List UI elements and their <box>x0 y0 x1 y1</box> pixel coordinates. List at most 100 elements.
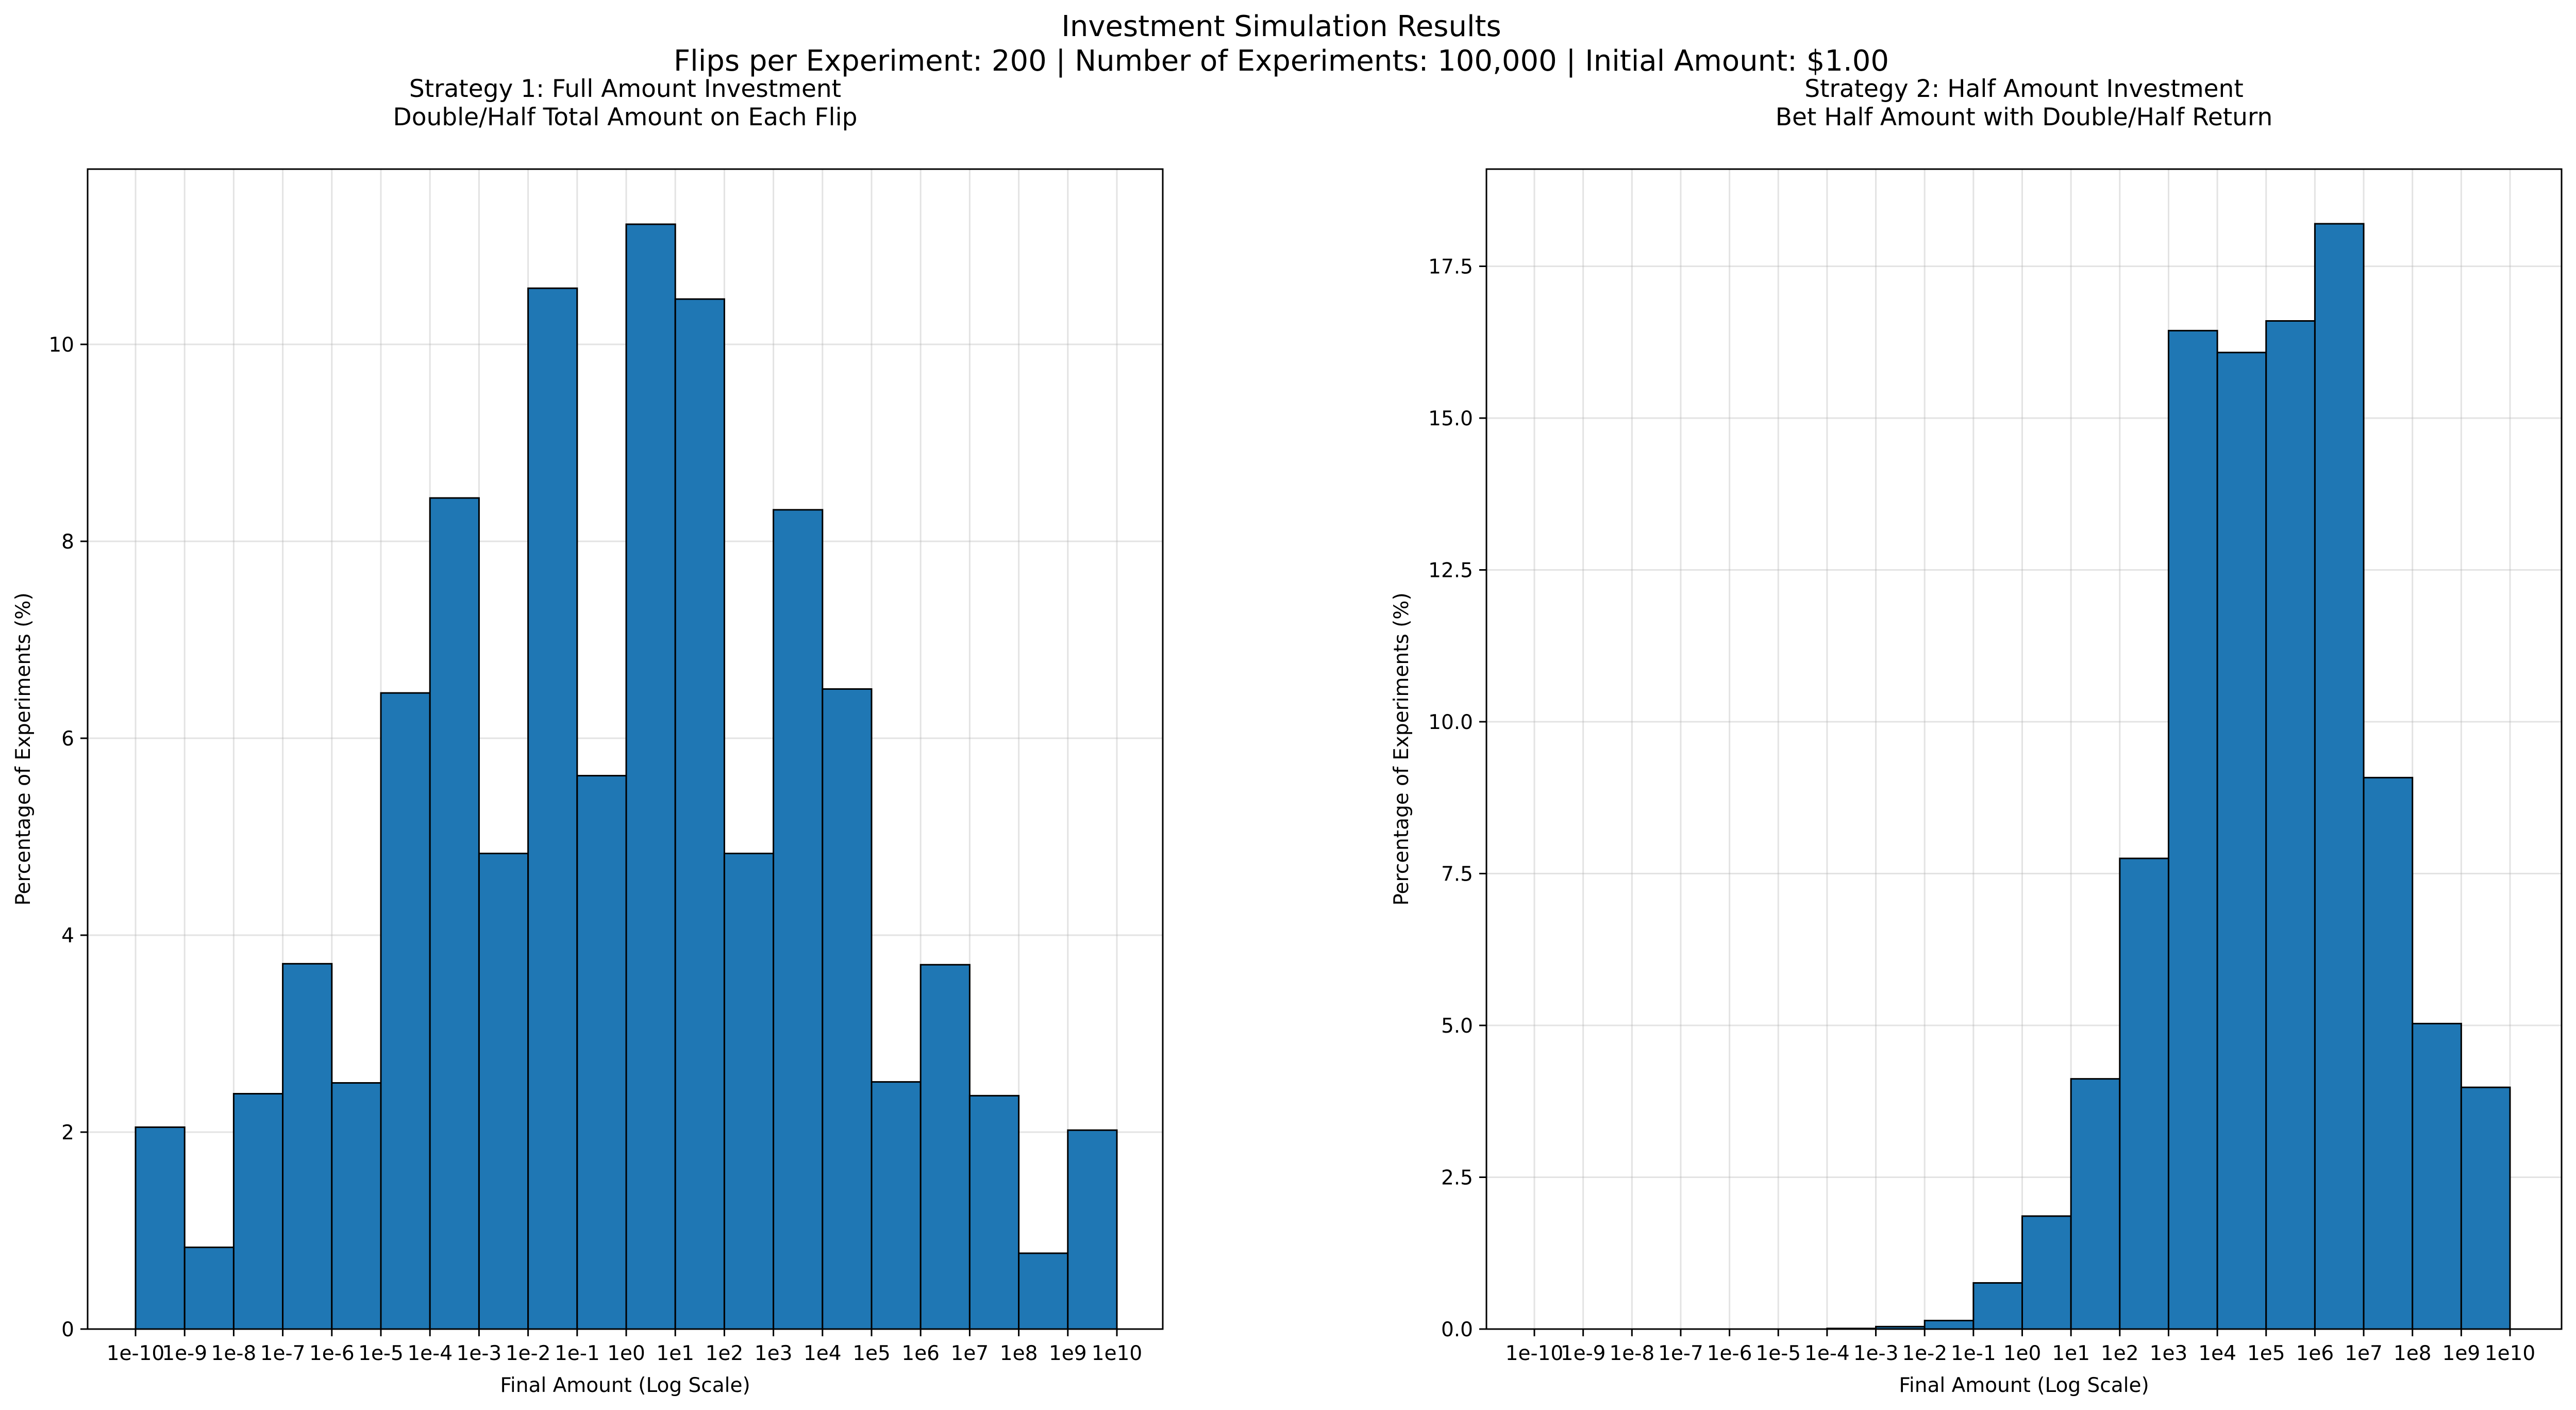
strategy1-plot-frame <box>87 168 1164 1330</box>
strategy2-x-tick-label: 1e1 <box>2052 1342 2090 1365</box>
strategy2-y-tick-label: 12.5 <box>1428 559 1473 582</box>
strategy1-bar <box>1067 1129 1118 1330</box>
strategy1-bar <box>183 1246 235 1330</box>
strategy2-axes: Strategy 2: Half Amount Investment Bet H… <box>1390 75 2563 1397</box>
strategy2-x-tick-label: 1e-10 <box>1506 1342 1564 1365</box>
strategy1-y-tick-label: 8 <box>61 530 74 554</box>
strategy1-x-tick-label: 1e2 <box>706 1342 744 1365</box>
strategy2-bar <box>2070 1078 2121 1330</box>
strategy2-bar <box>1972 1282 2023 1330</box>
strategy2-bar <box>1923 1320 1975 1330</box>
strategy1-bar <box>919 964 971 1330</box>
strategy1-bar <box>773 509 824 1330</box>
strategy2-plot-frame <box>1485 168 2563 1330</box>
strategy2-x-tick-label: 1e-9 <box>1561 1342 1606 1365</box>
strategy1-x-tick-label: 1e3 <box>755 1342 793 1365</box>
strategy2-x-tick-label: 1e8 <box>2394 1342 2432 1365</box>
strategy1-y-tick-label: 6 <box>61 727 74 751</box>
strategy1-bar <box>527 287 578 1330</box>
strategy2-x-tick-label: 1e6 <box>2296 1342 2334 1365</box>
strategy2-bar <box>2167 329 2218 1330</box>
strategy2-bar <box>2216 352 2267 1330</box>
strategy1-x-tick-label: 1e6 <box>901 1342 940 1365</box>
strategy1-bar <box>723 852 775 1330</box>
strategy2-bar <box>2412 1022 2462 1330</box>
strategy1-x-tick-label: 1e-2 <box>506 1342 551 1365</box>
strategy1-bar <box>282 963 333 1330</box>
strategy2-title-line1: Strategy 2: Half Amount Investment <box>1804 75 2244 103</box>
strategy1-x-tick-label: 1e-9 <box>162 1342 207 1365</box>
strategy2-x-tick-label: 1e-3 <box>1853 1342 1899 1365</box>
strategy2-y-axis-label: Percentage of Experiments (%) <box>1390 592 1413 905</box>
strategy1-x-tick-label: 1e8 <box>1000 1342 1038 1365</box>
strategy1-bar <box>478 852 529 1330</box>
strategy2-x-tick-label: 1e4 <box>2198 1342 2236 1365</box>
strategy2-bar <box>2314 223 2365 1330</box>
strategy1-x-tick-label: 1e1 <box>656 1342 694 1365</box>
strategy1-x-tick-label: 1e0 <box>607 1342 645 1365</box>
strategy1-axes: Strategy 1: Full Amount Investment Doubl… <box>12 75 1164 1397</box>
strategy2-bar <box>2363 776 2414 1330</box>
strategy1-bar <box>968 1094 1020 1330</box>
strategy1-x-tick-label: 1e-10 <box>107 1342 165 1365</box>
strategy1-x-tick-label: 1e4 <box>804 1342 842 1365</box>
strategy1-x-tick-label: 1e7 <box>951 1342 989 1365</box>
strategy2-x-axis-label: Final Amount (Log Scale) <box>1899 1374 2149 1397</box>
strategy2-x-tick-label: 1e10 <box>2485 1342 2535 1365</box>
strategy1-bar <box>232 1093 284 1330</box>
strategy2-y-tick-label: 15.0 <box>1428 407 1473 430</box>
strategy1-bar <box>822 688 873 1330</box>
strategy1-x-axis-label: Final Amount (Log Scale) <box>500 1374 750 1397</box>
strategy1-x-tick-label: 1e-6 <box>309 1342 355 1365</box>
strategy1-bar <box>625 223 676 1330</box>
strategy1-bar <box>1018 1252 1069 1330</box>
strategy1-x-tick-label: 1e-1 <box>555 1342 600 1365</box>
strategy2-x-tick-label: 1e-2 <box>1902 1342 1947 1365</box>
strategy1-bar <box>674 298 725 1330</box>
strategy1-bar <box>331 1082 382 1330</box>
strategy2-y-tick-label: 5.0 <box>1441 1015 1473 1038</box>
strategy1-bar <box>135 1126 186 1330</box>
strategy1-x-tick-label: 1e5 <box>852 1342 891 1365</box>
strategy1-bar <box>576 775 627 1330</box>
strategy1-y-tick-label: 0 <box>61 1318 74 1341</box>
strategy1-y-tick-label: 2 <box>61 1121 74 1144</box>
strategy1-x-tick-label: 1e-5 <box>358 1342 404 1365</box>
strategy1-x-tick-label: 1e-4 <box>407 1342 453 1365</box>
strategy2-x-tick-label: 1e-8 <box>1609 1342 1654 1365</box>
strategy2-bar <box>2119 857 2169 1330</box>
strategy1-title-line2: Double/Half Total Amount on Each Flip <box>393 103 858 131</box>
strategy1-bar <box>429 497 480 1330</box>
strategy2-y-tick-label: 0.0 <box>1441 1318 1473 1341</box>
strategy1-y-tick-label: 4 <box>61 924 74 948</box>
figure-title-line2: Flips per Experiment: 200 | Number of Ex… <box>674 44 1889 78</box>
strategy2-x-tick-label: 1e7 <box>2345 1342 2383 1365</box>
strategy1-x-tick-label: 1e10 <box>1092 1342 1142 1365</box>
strategy1-x-tick-label: 1e-7 <box>260 1342 306 1365</box>
strategy2-bar <box>2460 1086 2511 1330</box>
strategy2-y-tick-label: 17.5 <box>1428 255 1473 278</box>
strategy1-y-axis-label: Percentage of Experiments (%) <box>12 592 35 905</box>
strategy2-x-tick-label: 1e5 <box>2247 1342 2285 1365</box>
strategy2-y-tick-label: 10.0 <box>1428 711 1473 734</box>
strategy2-x-tick-label: 1e-5 <box>1755 1342 1801 1365</box>
strategy2-x-tick-label: 1e2 <box>2101 1342 2139 1365</box>
strategy2-x-tick-label: 1e0 <box>2003 1342 2042 1365</box>
figure-title-line1: Investment Simulation Results <box>1061 10 1501 43</box>
strategy1-x-tick-label: 1e-8 <box>211 1342 257 1365</box>
strategy2-x-tick-label: 1e-1 <box>1951 1342 1996 1365</box>
strategy2-title-line2: Bet Half Amount with Double/Half Return <box>1776 103 2273 131</box>
strategy1-y-tick-label: 10 <box>48 334 74 357</box>
strategy1-bar <box>380 692 431 1330</box>
strategy2-bar <box>2265 320 2316 1330</box>
strategy1-bar <box>871 1081 922 1330</box>
strategy2-y-tick-label: 7.5 <box>1441 862 1473 886</box>
strategy2-x-tick-label: 1e-4 <box>1804 1342 1850 1365</box>
strategy2-x-tick-label: 1e-7 <box>1658 1342 1703 1365</box>
strategy1-x-tick-label: 1e9 <box>1049 1342 1087 1365</box>
strategy1-title-line1: Strategy 1: Full Amount Investment <box>409 75 841 103</box>
strategy1-x-tick-label: 1e-3 <box>457 1342 502 1365</box>
